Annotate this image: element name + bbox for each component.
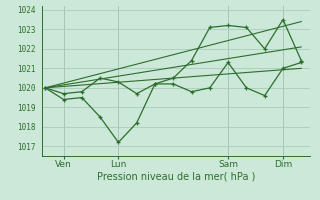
X-axis label: Pression niveau de la mer( hPa ): Pression niveau de la mer( hPa ): [97, 172, 255, 182]
